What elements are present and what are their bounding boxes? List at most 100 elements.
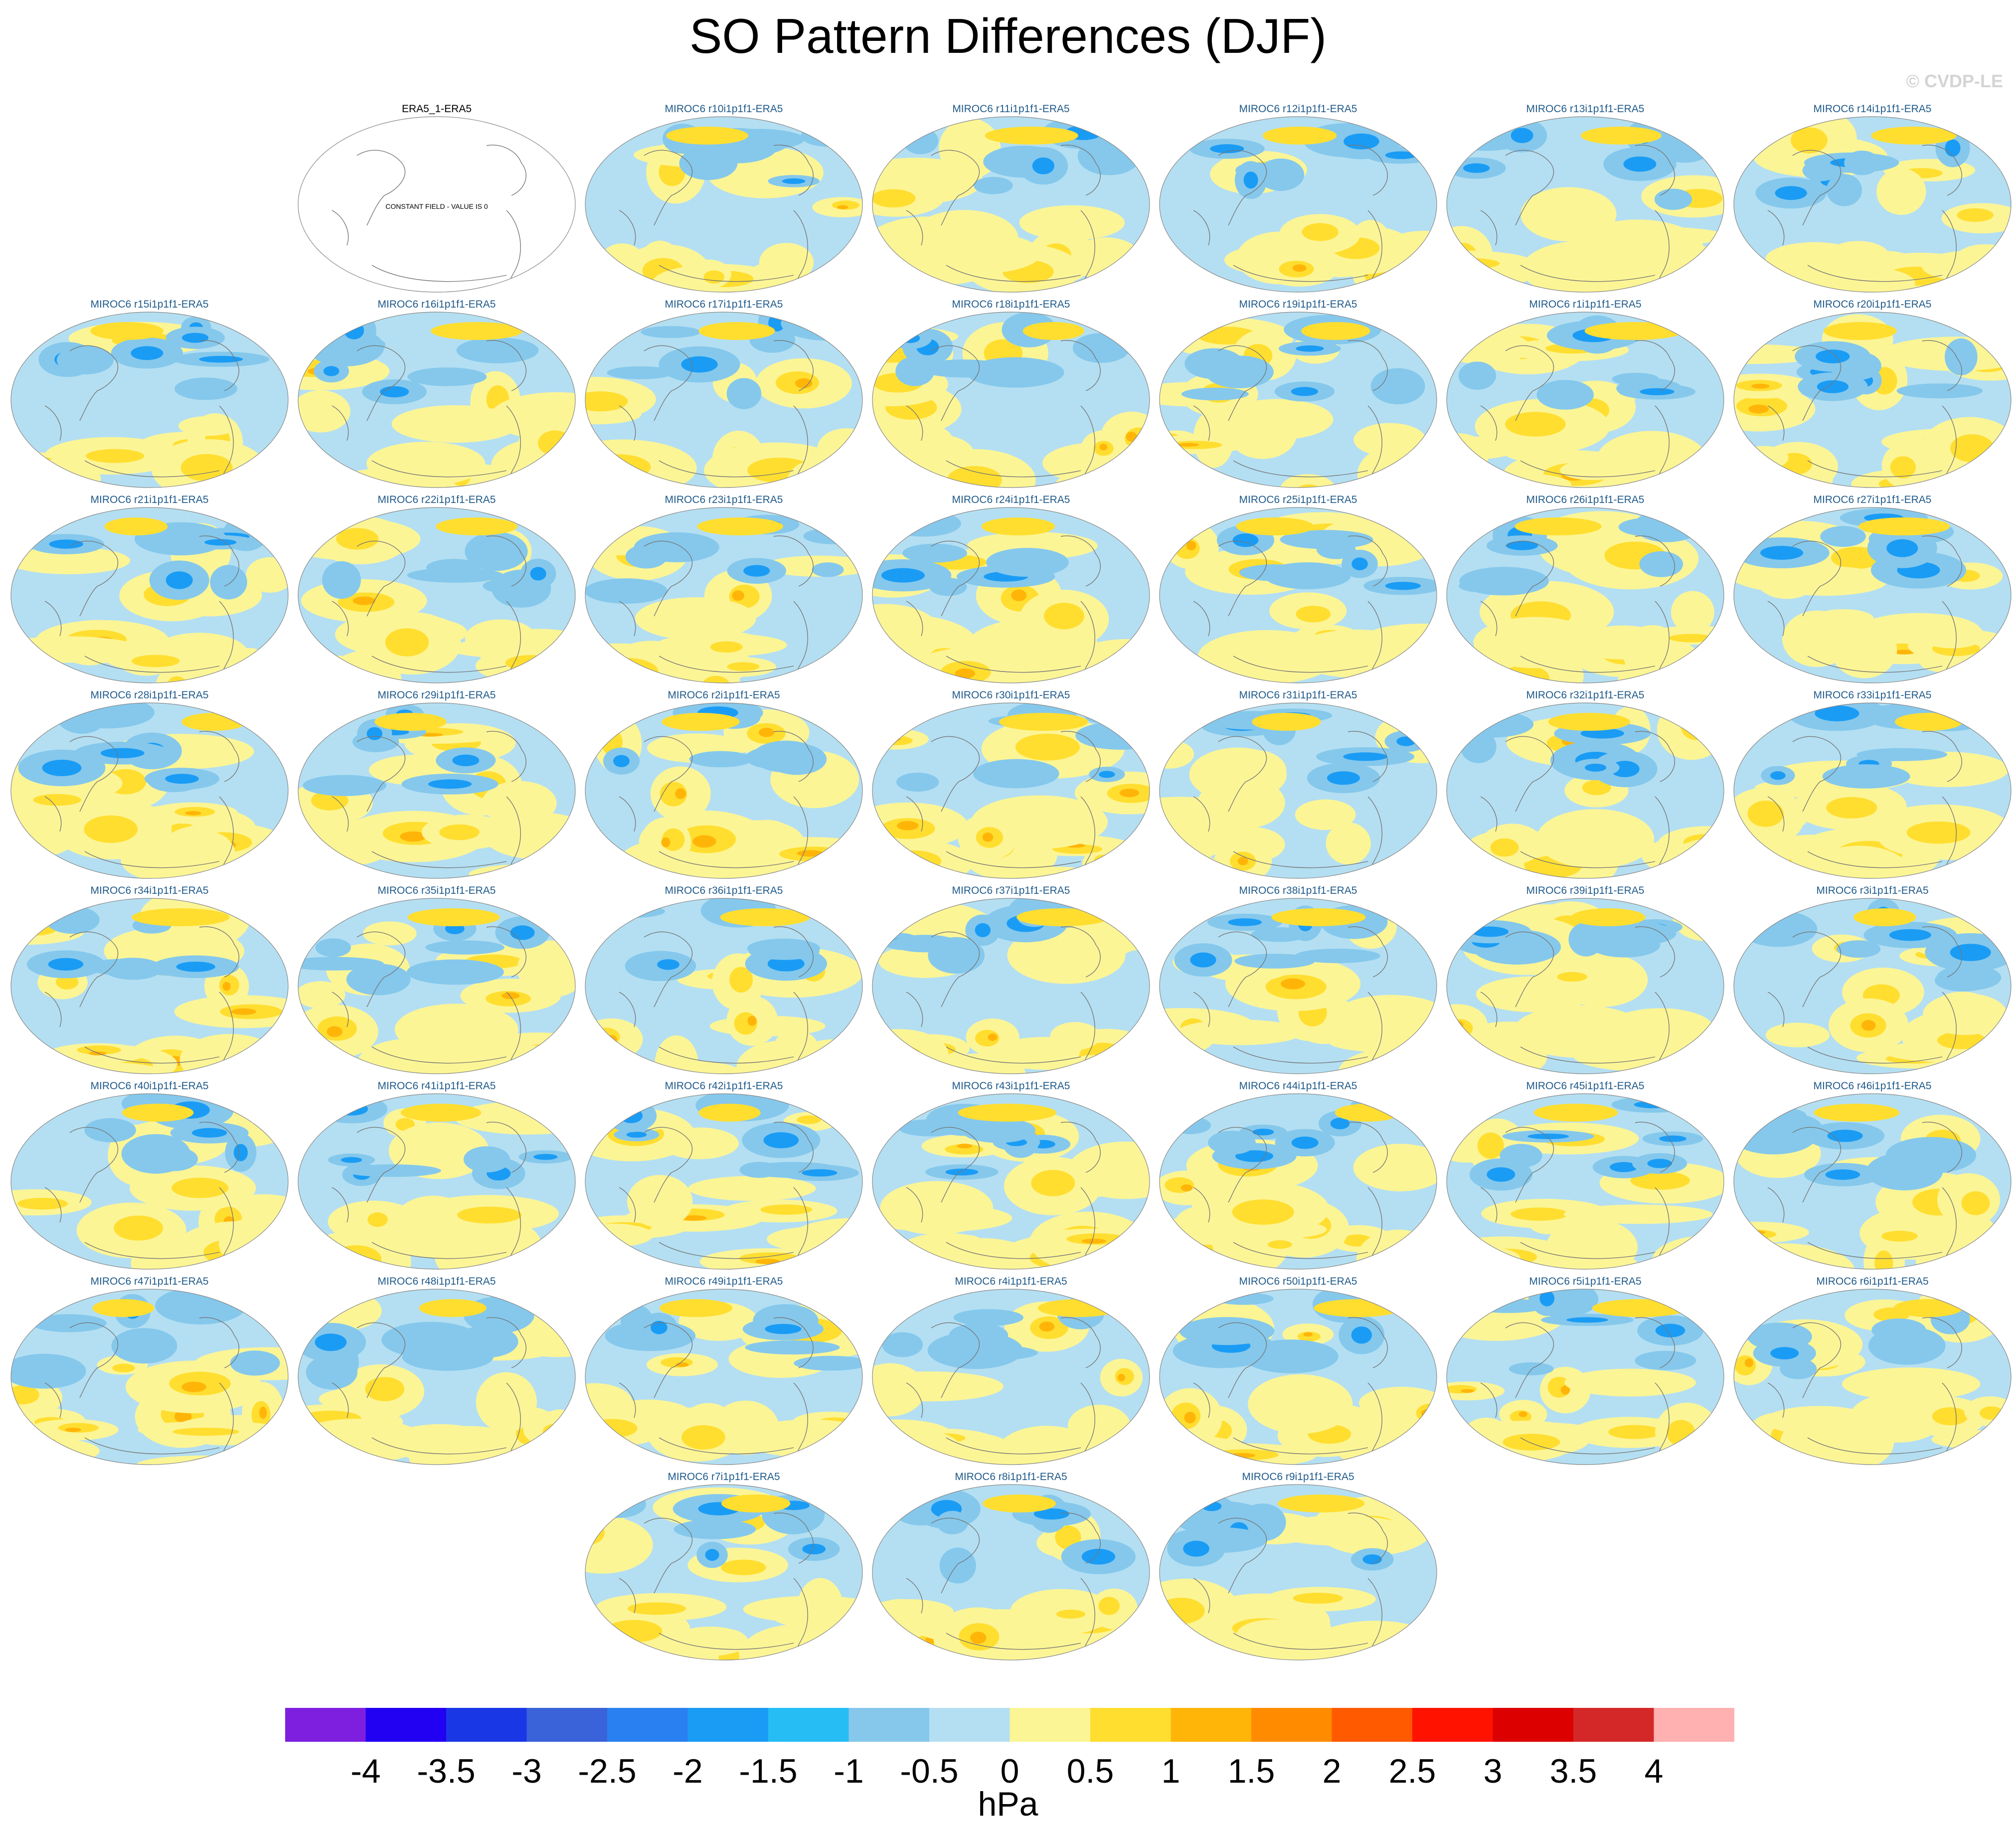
coastline <box>84 1046 220 1064</box>
negative-anomaly-region <box>1635 1350 1696 1370</box>
negative-anomaly-core <box>1033 1508 1069 1520</box>
coastline <box>1347 535 1388 587</box>
positive-anomaly-core <box>585 391 628 412</box>
positive-anomaly-peak <box>1518 1411 1527 1417</box>
positive-anomaly-region <box>698 1104 761 1122</box>
negative-anomaly-region <box>1536 380 1594 410</box>
negative-anomaly-core <box>1817 380 1849 393</box>
positive-anomaly-peak <box>231 1008 256 1015</box>
negative-anomaly-core <box>1950 944 1991 961</box>
positive-anomaly-region <box>627 1174 693 1228</box>
coastline <box>619 992 636 1027</box>
coastline <box>219 796 234 869</box>
coastline <box>773 1512 814 1564</box>
coastline <box>931 1517 980 1594</box>
coastline <box>1218 736 1267 812</box>
negative-anomaly-region <box>1837 940 1881 958</box>
coastline <box>356 1322 406 1398</box>
map-svg <box>1159 1484 1437 1661</box>
coastline <box>644 345 693 421</box>
negative-anomaly-core <box>428 779 472 789</box>
positive-anomaly-core <box>1630 1171 1690 1190</box>
coastline <box>946 851 1081 868</box>
positive-anomaly-region <box>1019 205 1125 240</box>
positive-anomaly-core <box>168 676 186 683</box>
positive-anomaly-peak <box>795 378 813 389</box>
map-panel: MIROC6 r16i1p1f1-ERA5 <box>297 298 576 494</box>
positive-anomaly-core <box>336 528 379 550</box>
positive-anomaly-region <box>122 1104 194 1122</box>
colorbar-tick-label: -1.5 <box>739 1752 797 1790</box>
figure-title: SO Pattern Differences (DJF) <box>689 8 1327 63</box>
map-svg <box>1159 116 1437 293</box>
coastline <box>1922 1317 1962 1368</box>
coastline <box>946 1437 1081 1455</box>
positive-anomaly-region <box>386 1424 495 1462</box>
map-panel: MIROC6 r8i1p1f1-ERA5 <box>871 1471 1151 1666</box>
positive-anomaly-peak <box>1099 444 1108 451</box>
coastline <box>644 540 693 617</box>
positive-anomaly-region <box>1473 617 1598 668</box>
negative-anomaly-core <box>1815 705 1859 721</box>
positive-anomaly-region <box>688 1176 816 1201</box>
coastline <box>1635 926 1675 978</box>
positive-anomaly-core <box>1961 1191 1990 1215</box>
map-panel: MIROC6 r48i1p1f1-ERA5 <box>297 1275 576 1471</box>
positive-anomaly-region <box>1533 1104 1618 1122</box>
positive-anomaly-region <box>374 713 447 731</box>
positive-anomaly-region <box>1326 822 1371 865</box>
coastline <box>69 1322 119 1398</box>
coastline <box>1807 1437 1943 1455</box>
map-outline <box>1733 1093 2012 1270</box>
positive-anomaly-peak <box>1117 1373 1126 1382</box>
positive-anomaly-region <box>1831 622 1897 678</box>
positive-anomaly-region <box>1919 622 1985 649</box>
negative-anomaly-core <box>1825 1169 1860 1180</box>
map-outline <box>1159 116 1437 293</box>
positive-anomaly-core <box>180 454 233 482</box>
positive-anomaly-region <box>11 547 131 574</box>
negative-anomaly-region <box>882 1332 923 1357</box>
positive-anomaly-region <box>985 127 1078 145</box>
negative-anomaly-core <box>1252 1129 1274 1136</box>
map-outline <box>1733 312 2012 488</box>
coastline <box>84 851 220 868</box>
positive-anomaly-region <box>934 1053 1026 1074</box>
coastline <box>931 540 980 617</box>
negative-anomaly-core <box>1471 926 1509 937</box>
positive-anomaly-core <box>17 1197 68 1210</box>
coastline <box>1060 1122 1101 1173</box>
positive-anomaly-core <box>1747 800 1784 827</box>
colorbar-tick-label: 2 <box>1323 1752 1342 1790</box>
coastline <box>793 601 808 674</box>
positive-anomaly-peak <box>837 205 848 209</box>
positive-anomaly-core <box>1957 208 1994 222</box>
panel-title: MIROC6 r6i1p1f1-ERA5 <box>1816 1276 1929 1287</box>
map-outline <box>585 1093 863 1270</box>
negative-anomaly-core <box>1655 1324 1685 1337</box>
coastline <box>1367 405 1382 479</box>
coastline <box>371 851 507 868</box>
coastline <box>1792 736 1842 812</box>
panel-title: MIROC6 r36i1p1f1-ERA5 <box>665 885 783 896</box>
coastline <box>1193 210 1210 246</box>
map-panel: MIROC6 r3i1p1f1-ERA5 <box>1733 884 2012 1080</box>
positive-anomaly-core <box>729 967 753 993</box>
colorbar-tick-label: 3 <box>1484 1752 1503 1790</box>
colorbar-swatch <box>1090 1708 1171 1742</box>
map-outline <box>298 702 576 879</box>
positive-anomaly-core <box>457 1206 522 1224</box>
coastline <box>946 460 1081 478</box>
coastline <box>793 210 808 283</box>
coastline <box>506 405 521 479</box>
positive-anomaly-region <box>659 1299 733 1317</box>
positive-anomaly-region <box>1353 423 1426 457</box>
positive-anomaly-core <box>1505 412 1566 437</box>
positive-anomaly-core <box>1557 972 1587 982</box>
map-svg <box>872 312 1150 488</box>
negative-anomaly-core <box>166 571 193 589</box>
coastline <box>1347 1122 1388 1173</box>
panel-title: MIROC6 r1i1p1f1-ERA5 <box>1529 299 1642 310</box>
positive-anomaly-region <box>797 1578 843 1639</box>
positive-anomaly-core <box>439 824 480 840</box>
